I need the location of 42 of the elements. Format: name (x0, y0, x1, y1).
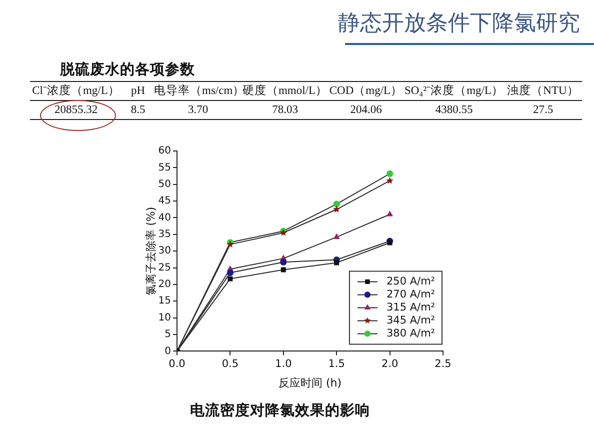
text: Cl⁻浓度（mg/L） (32, 85, 120, 97)
y-tick-label: 20 (158, 279, 171, 290)
text: SO₄²⁻浓度（mg/L） (404, 85, 504, 97)
text: 电流密度对降氯效果的影响 (190, 401, 370, 420)
legend-label: 270 A/m² (386, 288, 436, 300)
y-tick-label: 30 (158, 246, 171, 257)
text: 脱硫废水的各项参数 (60, 60, 195, 79)
legend-label: 315 A/m² (386, 301, 436, 314)
x-tick-label: 1.0 (275, 358, 292, 370)
y-tick-label: 10 (158, 312, 171, 324)
text: 27.5 (532, 104, 554, 116)
legend-label: 380 A/m² (386, 327, 436, 340)
text: 3.70 (188, 104, 208, 116)
x-axis-title: 反应时间 (h) (278, 376, 342, 390)
y-tick-label: 50 (158, 178, 171, 190)
text: 78.03 (272, 104, 298, 116)
x-tick-label: 0.5 (222, 358, 239, 370)
y-tick-label: 5 (164, 329, 171, 340)
legend-label: 345 A/m² (386, 314, 436, 326)
y-tick-label: 25 (158, 262, 171, 274)
y-tick-label: 35 (158, 229, 171, 240)
text: 静态开放条件下降氯研究 (338, 10, 580, 38)
y-axis-title: 氯离子去除率 (%) (144, 206, 158, 296)
text: pH (130, 85, 146, 97)
x-tick-label: 0.0 (168, 358, 186, 370)
text: COD（mg/L） (329, 85, 403, 97)
text: 浊度（NTU） (507, 85, 579, 97)
y-tick-label: 40 (158, 212, 171, 224)
text: 204.06 (350, 104, 382, 116)
y-tick-label: 60 (158, 146, 171, 157)
y-tick-label: 15 (158, 296, 171, 307)
x-tick-label: 1.5 (328, 358, 345, 370)
y-tick-label: 45 (158, 196, 171, 207)
text: 硬度（mmol/L） (242, 85, 328, 97)
y-tick-label: 0 (164, 346, 171, 357)
y-tick-label: 55 (158, 162, 171, 174)
text: 8.5 (130, 104, 146, 116)
legend-label: 250 A/m² (386, 275, 436, 288)
x-tick-label: 2.0 (381, 358, 398, 370)
x-tick-label: 2.5 (434, 358, 452, 370)
text: 20855.32 (54, 104, 98, 116)
text: 4380.55 (435, 104, 473, 116)
